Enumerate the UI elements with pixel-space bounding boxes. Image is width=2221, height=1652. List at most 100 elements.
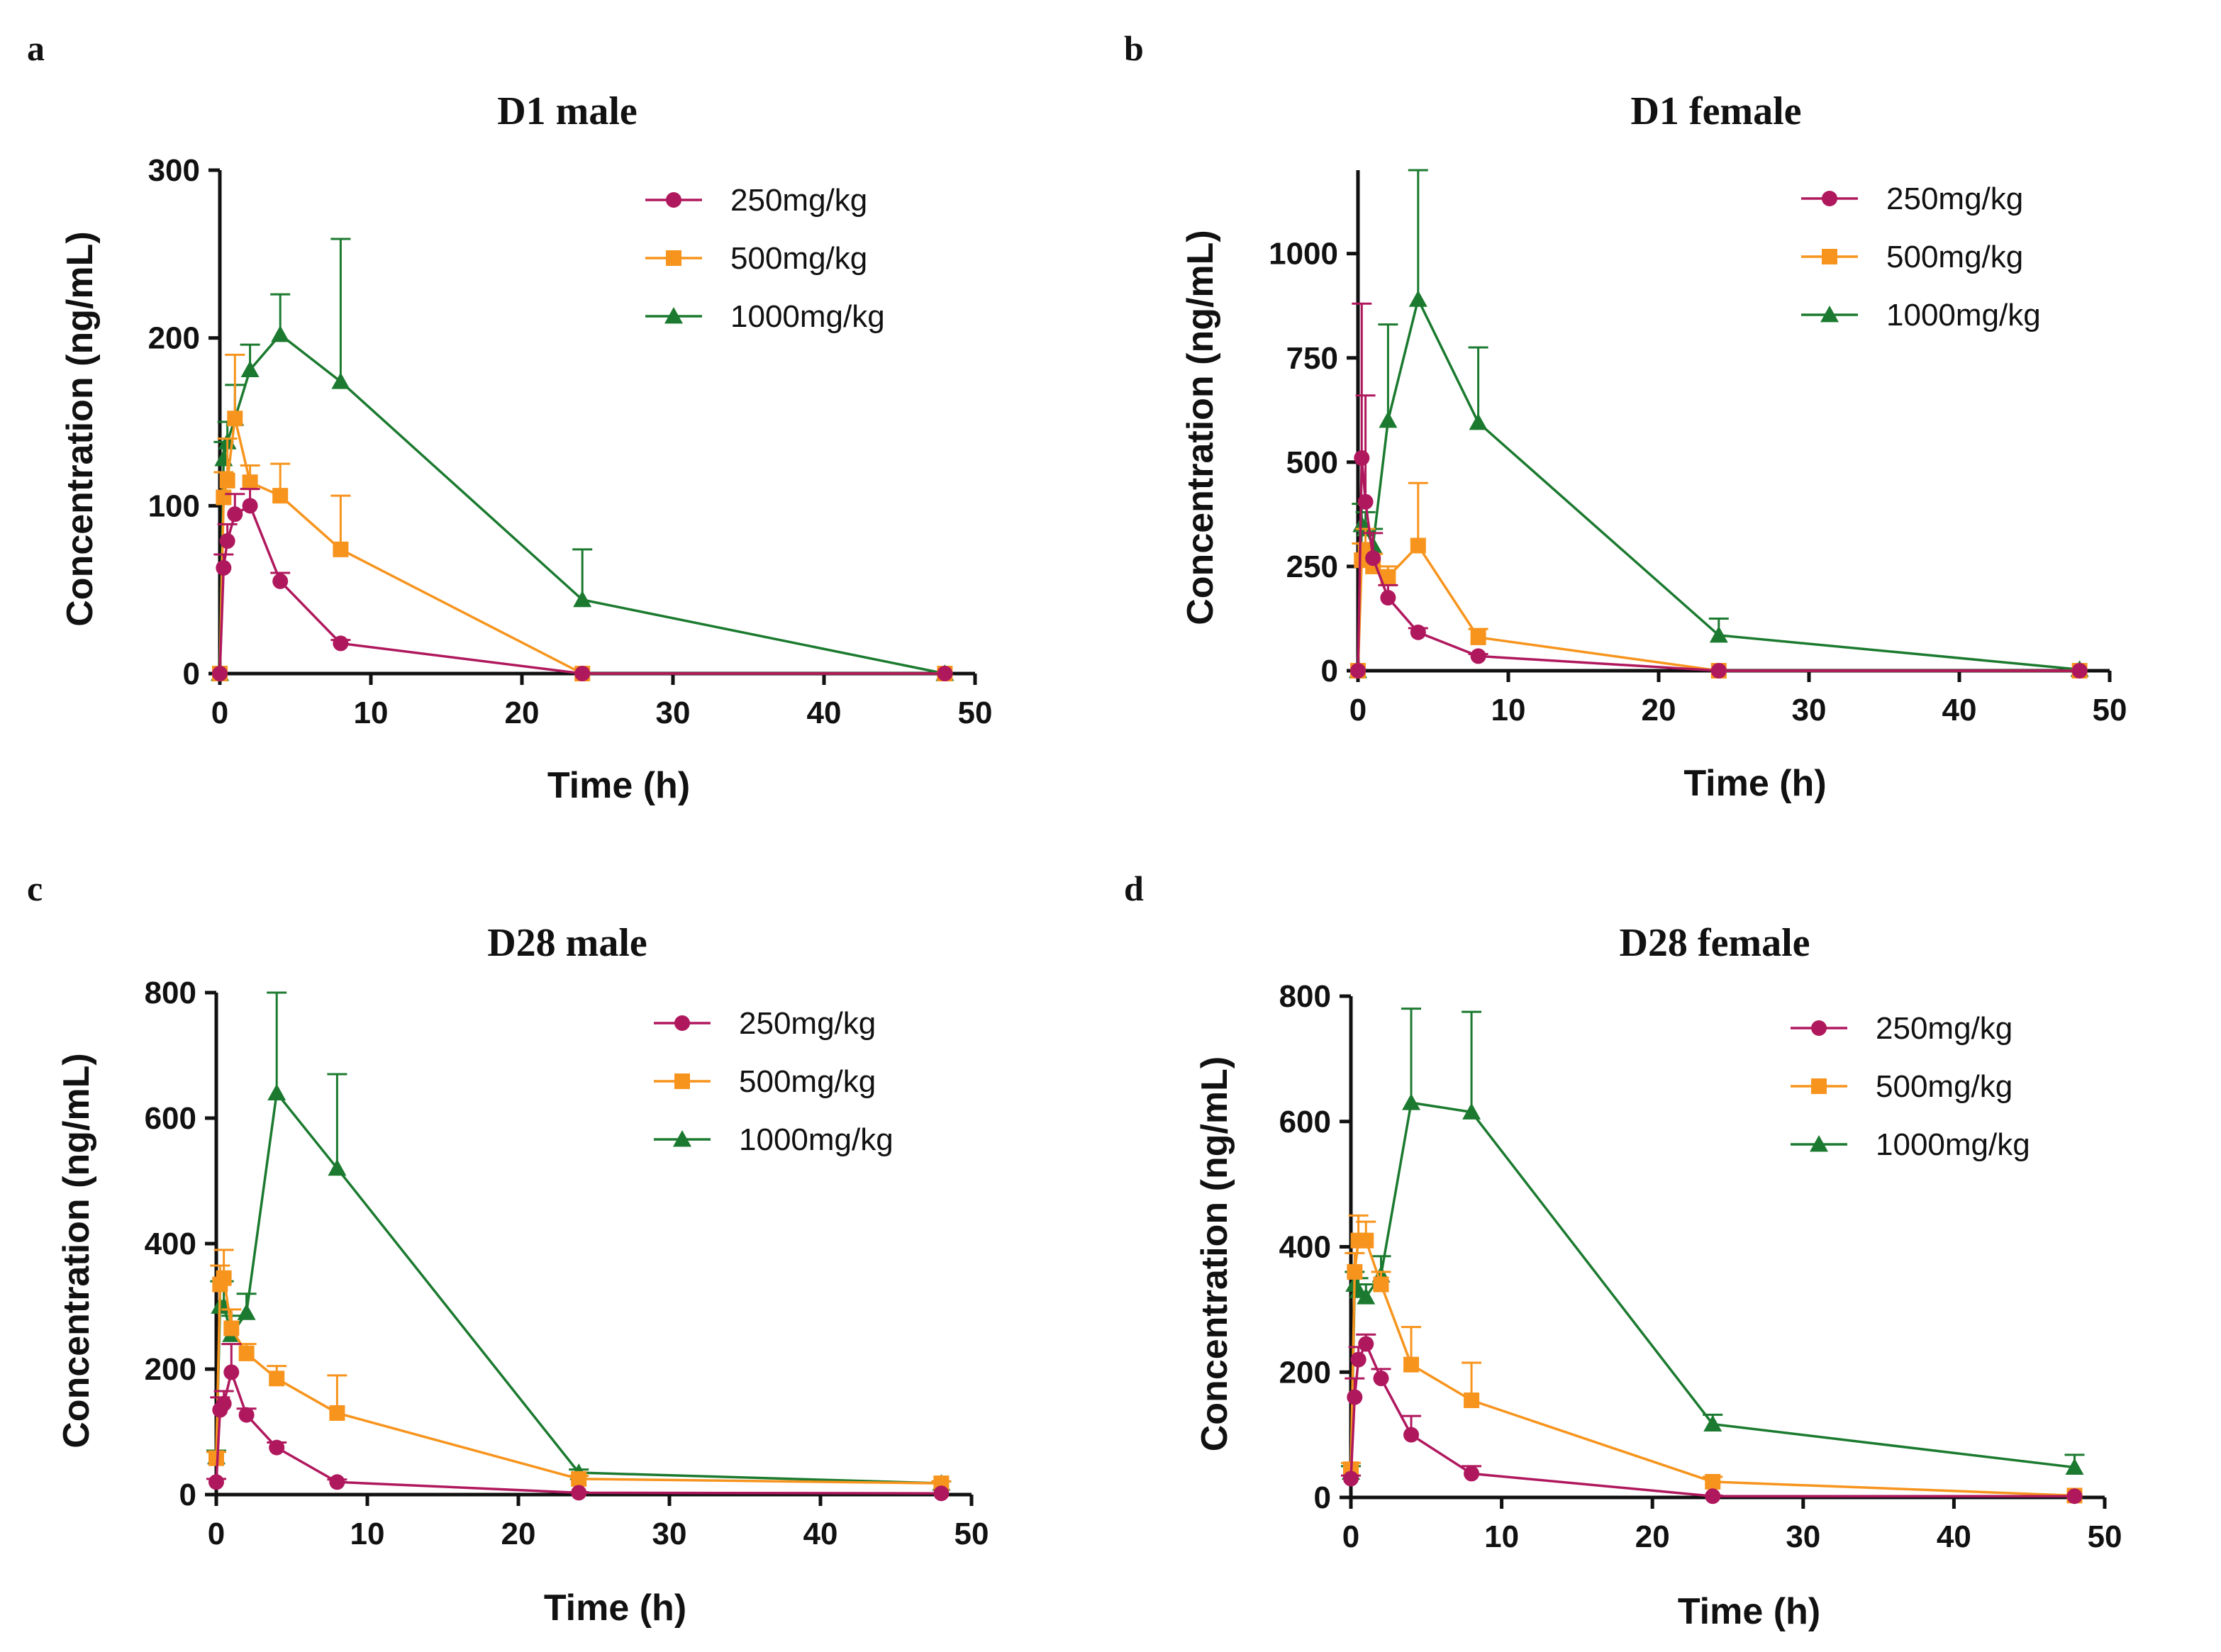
legend-label: 500mg/kg <box>1876 1069 2013 1104</box>
x-tick-label: 40 <box>1937 1519 1971 1554</box>
data-point <box>216 1395 232 1412</box>
data-point <box>269 1371 285 1387</box>
y-axis-label: Concentration (ng/mL) <box>56 1053 97 1449</box>
data-point <box>574 666 591 681</box>
legend-swatch-marker <box>1810 1135 1828 1152</box>
data-point <box>1358 1336 1374 1352</box>
data-point <box>1403 1427 1420 1443</box>
legend-swatch-marker <box>666 250 681 266</box>
data-point <box>227 411 243 427</box>
series-250mg/kg <box>212 488 953 681</box>
legend-label: 1000mg/kg <box>739 1122 894 1157</box>
data-point <box>223 1364 240 1380</box>
data-point <box>331 372 350 389</box>
y-tick-label: 600 <box>145 1101 196 1136</box>
legend-swatch-marker <box>1822 249 1837 264</box>
y-tick-label: 400 <box>1279 1230 1331 1265</box>
data-point <box>2071 663 2088 679</box>
data-point <box>1350 663 1366 679</box>
data-point <box>237 1303 256 1320</box>
legend: 250mg/kg 500mg/kg 1000mg/kg <box>1801 182 2041 333</box>
y-tick-label: 800 <box>145 976 196 1010</box>
x-tick-label: 0 <box>211 696 228 730</box>
data-point <box>1403 1356 1420 1373</box>
data-point <box>1710 663 1727 679</box>
data-point <box>571 1485 587 1501</box>
chart-panel-d: d D28 female 0 10 20 30 40 50 0 200 400 600 800 Time … <box>1124 869 2122 1632</box>
data-point <box>219 533 235 549</box>
legend-swatch-marker <box>674 1073 690 1089</box>
data-point <box>216 1270 232 1286</box>
series-line <box>218 333 945 675</box>
data-point <box>1462 1103 1481 1120</box>
x-tick-label: 40 <box>803 1517 838 1551</box>
data-point <box>1347 1389 1363 1405</box>
y-axis-label: Concentration (ng/mL) <box>1194 1056 1235 1452</box>
legend-label: 1000mg/kg <box>730 299 885 334</box>
x-axis-label: Time (h) <box>1678 1591 1820 1632</box>
data-point <box>212 666 228 681</box>
x-tick-label: 10 <box>350 1517 385 1551</box>
series-line <box>1349 1239 2075 1497</box>
series-line <box>218 418 945 675</box>
y-tick-label: 0 <box>1321 654 1338 688</box>
x-tick-label: 20 <box>501 1517 536 1551</box>
data-point <box>1354 450 1370 466</box>
y-tick-label: 750 <box>1286 341 1338 376</box>
legend: 250mg/kg 500mg/kg 1000mg/kg <box>645 183 885 334</box>
legend: 250mg/kg 500mg/kg 1000mg/kg <box>654 1006 894 1157</box>
data-point <box>1357 493 1374 510</box>
data-point <box>1410 624 1426 640</box>
data-point <box>242 474 258 491</box>
y-axis-label: Concentration (ng/mL) <box>60 231 101 627</box>
data-point <box>1343 1470 1359 1487</box>
x-tick-label: 50 <box>2088 1519 2122 1554</box>
data-point <box>1469 413 1488 430</box>
legend-label: 500mg/kg <box>739 1064 876 1099</box>
data-point <box>1380 569 1396 585</box>
legend-swatch-marker <box>666 192 681 208</box>
legend-swatch-marker <box>1811 1020 1827 1036</box>
data-point <box>1365 550 1381 567</box>
series-250mg/kg <box>206 1343 950 1502</box>
y-tick-label: 800 <box>1279 979 1331 1014</box>
legend-swatch-marker <box>674 1015 690 1031</box>
data-point <box>1464 1393 1480 1409</box>
x-tick-label: 20 <box>1642 693 1676 727</box>
y-tick-label: 200 <box>1279 1355 1331 1390</box>
x-tick-label: 30 <box>1786 1519 1820 1554</box>
chart-title: D1 female <box>1630 89 1801 133</box>
data-point <box>271 325 290 342</box>
y-tick-label: 200 <box>145 1352 196 1387</box>
series-line <box>1357 296 2080 671</box>
x-axis-label: Time (h) <box>1683 763 1826 804</box>
data-point <box>1379 411 1398 428</box>
data-point <box>1373 1276 1389 1293</box>
x-tick-label: 40 <box>1942 693 1977 727</box>
chart-title: D28 female <box>1619 921 1810 965</box>
chart-panel-a: a D1 male 0 10 20 30 40 50 0 100 200 300 Time (h) Con… <box>27 28 992 806</box>
data-point <box>1402 1093 1421 1110</box>
y-tick-label: 500 <box>1286 445 1338 480</box>
data-point <box>328 1159 347 1176</box>
panel-letter: b <box>1124 28 1144 68</box>
legend-swatch-marker <box>1822 191 1837 206</box>
data-point <box>329 1474 345 1490</box>
y-tick-label: 100 <box>148 489 200 523</box>
data-point <box>333 635 349 652</box>
data-point <box>571 1470 587 1487</box>
x-axis-label: Time (h) <box>547 765 690 806</box>
x-tick-label: 0 <box>1342 1519 1359 1554</box>
x-tick-label: 10 <box>1491 693 1526 727</box>
data-point <box>1350 1351 1366 1368</box>
data-point <box>208 1450 224 1466</box>
data-point <box>1380 590 1396 606</box>
data-point <box>937 666 953 681</box>
y-tick-label: 200 <box>148 321 200 356</box>
legend: 250mg/kg 500mg/kg 1000mg/kg <box>1791 1011 2030 1162</box>
legend-label: 250mg/kg <box>1886 182 2023 216</box>
data-point <box>216 489 232 506</box>
x-tick-label: 30 <box>652 1517 687 1551</box>
